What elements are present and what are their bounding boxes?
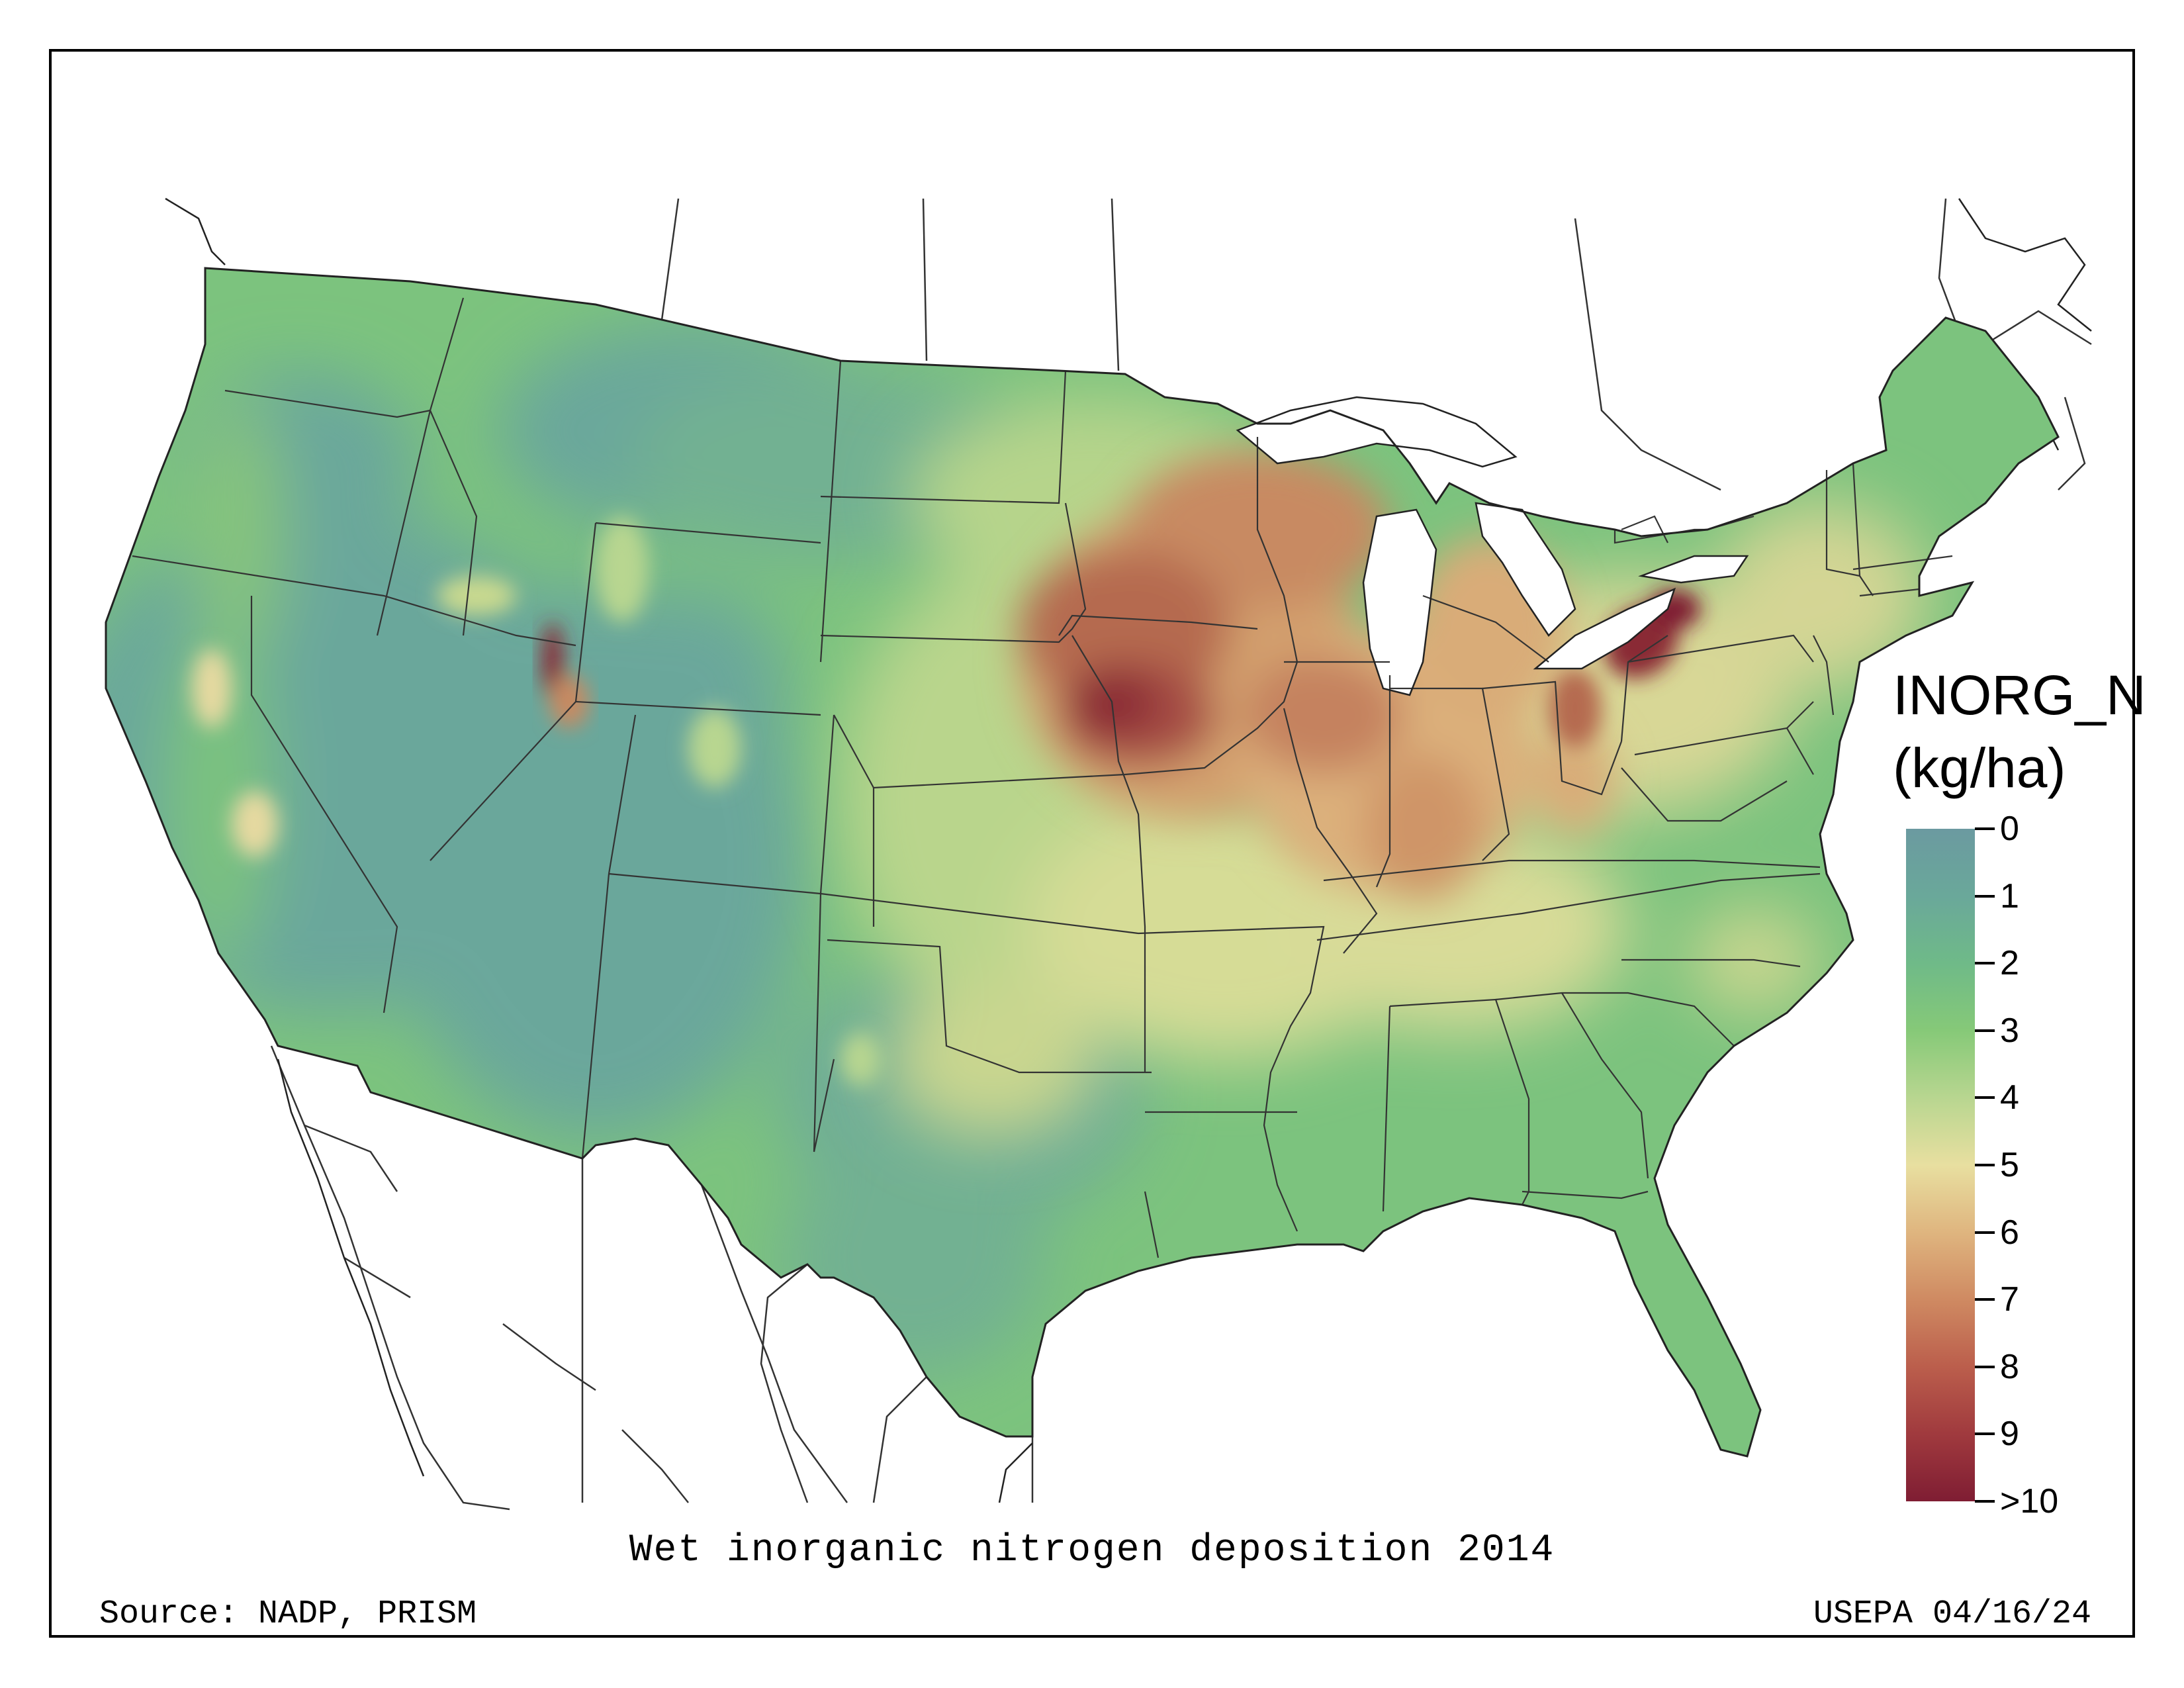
legend-tick xyxy=(1975,1298,1995,1301)
legend-tick-label: 9 xyxy=(2000,1415,2019,1454)
legend-tick xyxy=(1975,1164,1995,1166)
state-borders xyxy=(132,297,1953,1258)
legend-tick-label: 7 xyxy=(2000,1280,2019,1319)
lake-michigan xyxy=(1363,510,1436,695)
legend-tick-label: 2 xyxy=(2000,944,2019,983)
legend-units: (kg/ha) xyxy=(1893,737,2066,799)
lake-outlines xyxy=(1236,396,1749,696)
map-title: Wet inorganic nitrogen deposition 2014 xyxy=(629,1529,1555,1572)
lake-huron xyxy=(1476,503,1575,635)
credit-stamp: USEPA 04/16/24 xyxy=(1813,1595,2091,1633)
legend-tick-label: 6 xyxy=(2000,1213,2019,1252)
legend-colorbar xyxy=(1906,829,1975,1501)
legend-tick xyxy=(1975,827,1995,830)
legend-tick xyxy=(1975,1432,1995,1436)
legend-tick-label: >10 xyxy=(2000,1482,2059,1521)
lake-erie xyxy=(1535,589,1674,669)
legend-tick xyxy=(1975,1365,1995,1368)
legend-tick-label: 8 xyxy=(2000,1347,2019,1386)
legend-tick xyxy=(1975,1096,1995,1100)
source-note: Source: NADP, PRISM xyxy=(99,1595,477,1633)
legend-tick-label: 0 xyxy=(2000,810,2019,848)
lake-ontario xyxy=(1641,556,1747,583)
legend-tick xyxy=(1975,962,1995,965)
legend-tick-label: 4 xyxy=(2000,1078,2019,1117)
legend-tick xyxy=(1975,894,1995,898)
legend-tick xyxy=(1975,1500,1995,1503)
legend-variable: INORG_N xyxy=(1893,664,2146,726)
legend-tick-label: 5 xyxy=(2000,1146,2019,1184)
legend-tick-label: 3 xyxy=(2000,1011,2019,1050)
legend-tick xyxy=(1975,1231,1995,1234)
legend-tick xyxy=(1975,1029,1995,1032)
legend-tick-label: 1 xyxy=(2000,876,2019,915)
